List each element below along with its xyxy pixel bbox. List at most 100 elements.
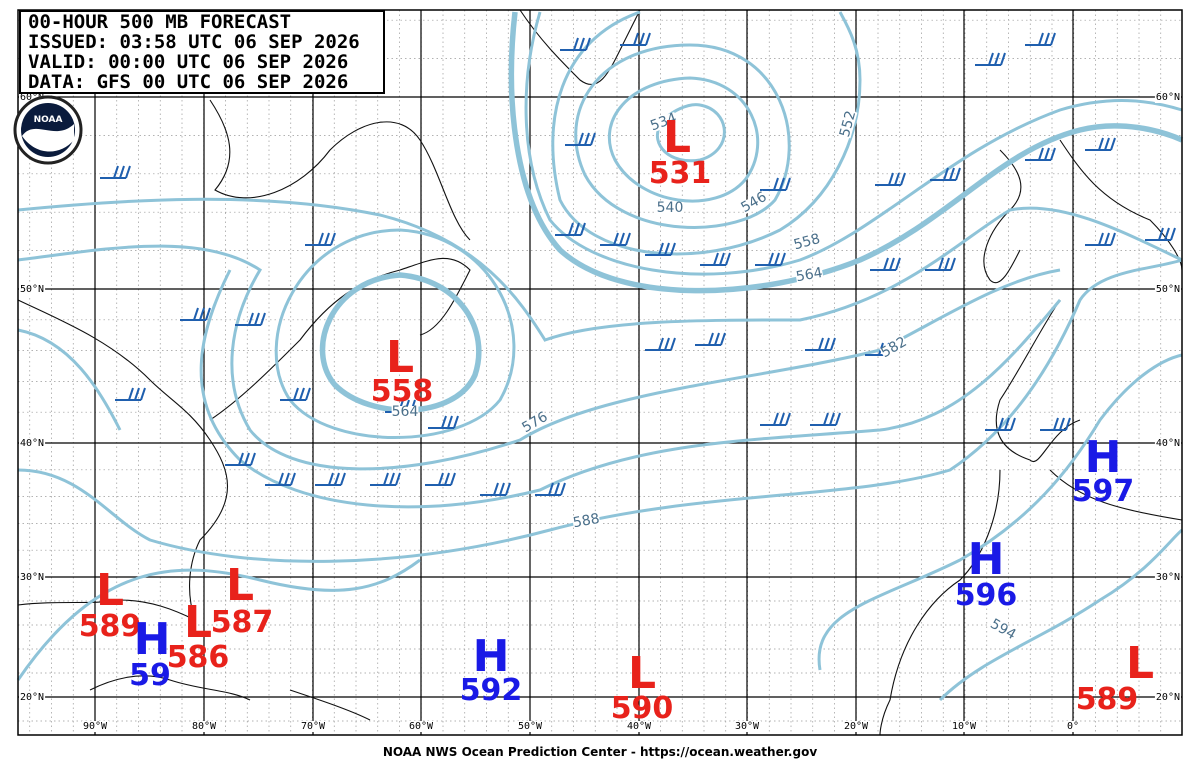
label-background	[733, 721, 762, 732]
coastline	[209, 99, 471, 241]
wind-barb	[695, 332, 726, 346]
coordinate-label: 60°W	[409, 721, 434, 732]
center-symbol: H	[473, 631, 510, 682]
contour-label-background	[739, 190, 769, 215]
barb-staff	[930, 167, 961, 181]
wind-barb	[180, 307, 211, 321]
label-background	[190, 721, 219, 732]
wind-barb	[265, 472, 296, 486]
barb-staff	[100, 165, 131, 179]
coastline	[879, 299, 1081, 736]
wind-barb	[280, 387, 311, 401]
header-line: ISSUED: 03:58 UTC 06 SEP 2026	[28, 31, 360, 53]
coordinate-label: 70°W	[301, 721, 326, 732]
label-background	[299, 721, 328, 732]
contour-label: 564	[795, 265, 824, 285]
barb-staff	[645, 242, 676, 256]
contour	[17, 258, 1183, 563]
wind-barb	[1085, 137, 1116, 151]
contour-label-background	[988, 617, 1018, 642]
wind-barb	[600, 232, 631, 246]
barb-staff	[875, 172, 906, 186]
wind-barb	[985, 417, 1016, 431]
coastline	[89, 675, 371, 721]
coordinate-label: 30°N	[1156, 572, 1180, 583]
coordinate-label: 60°N	[20, 92, 44, 103]
wind-barb	[810, 412, 841, 426]
contour-label-background	[520, 410, 550, 435]
coordinate-label: 40°N	[20, 438, 44, 449]
coordinate-label: 0°	[1067, 721, 1079, 732]
contour-label-background	[649, 112, 679, 133]
label-background	[842, 721, 871, 732]
noaa-logo: NOAA	[13, 95, 83, 165]
wind-barb	[305, 232, 336, 246]
barb-staff	[760, 177, 791, 191]
wind-barb	[620, 32, 651, 46]
contour	[551, 10, 862, 256]
contour-label-background	[838, 109, 858, 139]
coordinate-label: 30°N	[20, 572, 44, 583]
wind-barb	[1085, 232, 1116, 246]
wind-barb	[700, 252, 731, 266]
contour-label-background	[879, 335, 909, 360]
barb-staff	[620, 32, 651, 46]
wind-barb	[1145, 227, 1176, 241]
barb-staff	[975, 52, 1006, 66]
coordinate-label: 10°W	[952, 721, 977, 732]
barb-staff	[760, 412, 791, 426]
wind-barb	[115, 387, 146, 401]
barb-staff	[645, 337, 676, 351]
center-value: 592	[460, 673, 523, 708]
barb-staff	[1025, 147, 1056, 161]
wind-barb	[225, 452, 256, 466]
coordinate-label: 80°W	[192, 721, 217, 732]
barb-staff	[180, 307, 211, 321]
coordinate-label: 20°N	[20, 692, 44, 703]
contour-label-background	[792, 232, 822, 252]
coastline	[17, 299, 229, 622]
wind-barb	[760, 412, 791, 426]
wind-barb	[875, 172, 906, 186]
center-symbol: L	[628, 648, 656, 699]
label-background	[19, 692, 46, 703]
label-background	[1154, 692, 1181, 703]
wind-barbs	[100, 32, 1176, 496]
center-value: 531	[649, 156, 712, 191]
contour	[574, 43, 791, 229]
wind-barb	[555, 222, 586, 236]
barb-staff	[1025, 32, 1056, 46]
contour	[608, 76, 760, 203]
wind-barb	[760, 177, 791, 191]
contour-label: 564	[392, 404, 419, 420]
center-symbol: L	[226, 560, 254, 611]
contour-label-background	[656, 202, 684, 214]
center-symbol: H	[1085, 432, 1122, 483]
coordinate-label: 50°N	[20, 284, 44, 295]
wind-barb	[1025, 32, 1056, 46]
label-background	[81, 721, 110, 732]
contour	[274, 228, 516, 439]
coordinate-label: 60°N	[1156, 92, 1180, 103]
barb-staff	[600, 232, 631, 246]
coordinate-label: 40°W	[627, 721, 652, 732]
barb-staff	[280, 387, 311, 401]
barb-staff	[870, 257, 901, 271]
labels: 60°N 60°N 50°N 50°N 40°N 40°N 30°N 30°N 20°N 20°N…	[19, 92, 1181, 732]
contour-label-background	[795, 266, 824, 284]
barb-staff	[225, 452, 256, 466]
coordinate-label: 90°W	[83, 721, 108, 732]
barb-staff	[1085, 137, 1116, 151]
coordinate-label: 50°W	[518, 721, 543, 732]
wind-barb	[755, 252, 786, 266]
center-value: 590	[611, 691, 674, 726]
coastlines	[17, 9, 1183, 736]
wind-barb	[1040, 417, 1071, 431]
barb-staff	[1085, 232, 1116, 246]
contour	[524, 11, 1183, 276]
center-value: 589	[1076, 682, 1139, 717]
wind-barb	[535, 482, 566, 496]
contour-label: 588	[572, 511, 601, 531]
coastline	[1049, 469, 1183, 521]
